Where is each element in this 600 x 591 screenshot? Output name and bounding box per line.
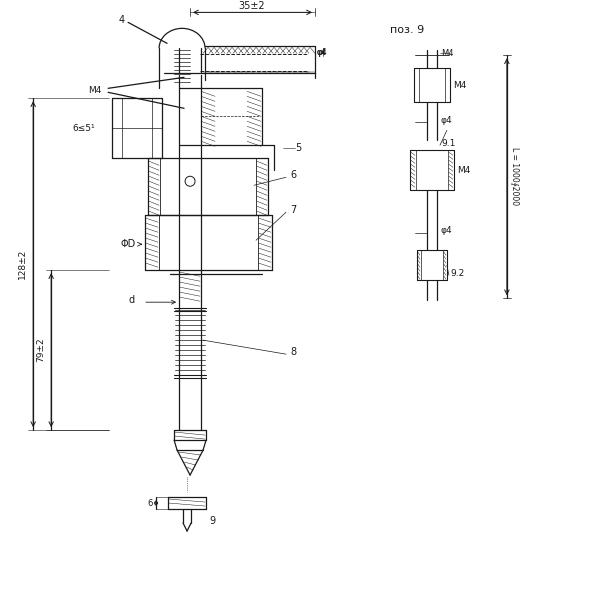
Text: 128±2: 128±2	[18, 249, 27, 280]
Text: 7: 7	[290, 205, 296, 215]
Text: 79±2: 79±2	[36, 338, 45, 362]
Text: φ4: φ4	[317, 48, 327, 57]
Text: M4: M4	[453, 81, 466, 90]
Text: 4: 4	[118, 15, 124, 25]
Text: 35±2: 35±2	[239, 1, 265, 11]
Text: φ4: φ4	[441, 226, 452, 235]
Text: 6: 6	[148, 499, 153, 508]
Text: M4: M4	[441, 49, 454, 58]
Text: M4: M4	[457, 165, 470, 175]
Text: 9.2: 9.2	[450, 269, 464, 278]
Text: 8: 8	[290, 347, 296, 357]
Text: 6≤5¹: 6≤5¹	[72, 124, 95, 133]
Text: поз. 9: поз. 9	[390, 25, 424, 35]
Text: 6: 6	[290, 170, 296, 180]
Text: d: d	[128, 295, 134, 305]
Text: L = 1000∲2000: L = 1000∲2000	[511, 147, 520, 205]
Text: 9: 9	[209, 516, 215, 526]
Text: M4: M4	[88, 86, 101, 95]
Text: φ4: φ4	[317, 48, 328, 57]
Text: 9.1: 9.1	[441, 139, 455, 148]
Text: 5: 5	[295, 143, 301, 153]
Text: ΦD: ΦD	[120, 239, 136, 249]
Text: φ4: φ4	[441, 116, 452, 125]
